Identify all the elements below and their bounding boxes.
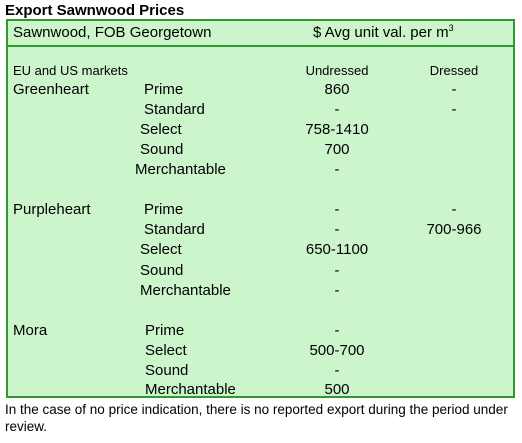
undressed-value: 500-700: [309, 342, 365, 359]
undressed-value: -: [334, 101, 340, 118]
markets-label: EU and US markets: [13, 63, 128, 78]
grade-label: Merchantable: [135, 161, 226, 178]
dressed-value: -: [451, 201, 457, 218]
undressed-value: 500: [324, 381, 350, 398]
grade-label: Standard: [144, 101, 205, 118]
grade-label: Merchantable: [140, 282, 231, 299]
header-right: $ Avg unit val. per m3: [313, 24, 454, 42]
price-table: Sawnwood, FOB Georgetown $ Avg unit val.…: [6, 19, 515, 398]
undressed-value: -: [334, 161, 340, 178]
grade-label: Select: [140, 121, 182, 138]
grade-label: Standard: [144, 221, 205, 238]
header-left: Sawnwood, FOB Georgetown: [13, 24, 212, 41]
dressed-value: 700-966: [426, 221, 482, 238]
species-label: Greenheart: [13, 81, 89, 98]
grade-label: Sound: [140, 262, 184, 279]
species-label: Purpleheart: [13, 201, 91, 218]
undressed-value: 758-1410: [305, 121, 369, 138]
undressed-value: 650-1100: [305, 241, 369, 258]
undressed-value: -: [334, 262, 340, 279]
undressed-value: -: [334, 221, 340, 238]
footnote: In the case of no price indication, ther…: [5, 402, 508, 434]
undressed-value: 700: [324, 141, 350, 158]
grade-label: Prime: [145, 322, 185, 339]
header-right-superscript: 3: [448, 23, 454, 33]
header-right-text: $ Avg unit val. per m: [313, 24, 449, 41]
grade-label: Select: [140, 241, 182, 258]
col-dressed-header: Dressed: [429, 63, 479, 78]
species-label: Mora: [13, 322, 48, 339]
grade-label: Sound: [140, 141, 184, 158]
undressed-value: -: [334, 362, 340, 379]
grade-label: Select: [145, 342, 187, 359]
grade-label: Sound: [145, 362, 189, 379]
table-header: Sawnwood, FOB Georgetown $ Avg unit val.…: [8, 21, 513, 47]
dressed-value: -: [451, 81, 457, 98]
page-title: Export Sawnwood Prices: [5, 2, 185, 19]
grade-label: Prime: [144, 81, 184, 98]
grade-label: Prime: [144, 201, 184, 218]
dressed-value: -: [451, 101, 457, 118]
undressed-value: -: [334, 322, 340, 339]
undressed-value: 860: [324, 81, 350, 98]
grade-label: Merchantable: [145, 381, 236, 398]
col-undressed-header: Undressed: [305, 63, 369, 78]
undressed-value: -: [334, 201, 340, 218]
undressed-value: -: [334, 282, 340, 299]
